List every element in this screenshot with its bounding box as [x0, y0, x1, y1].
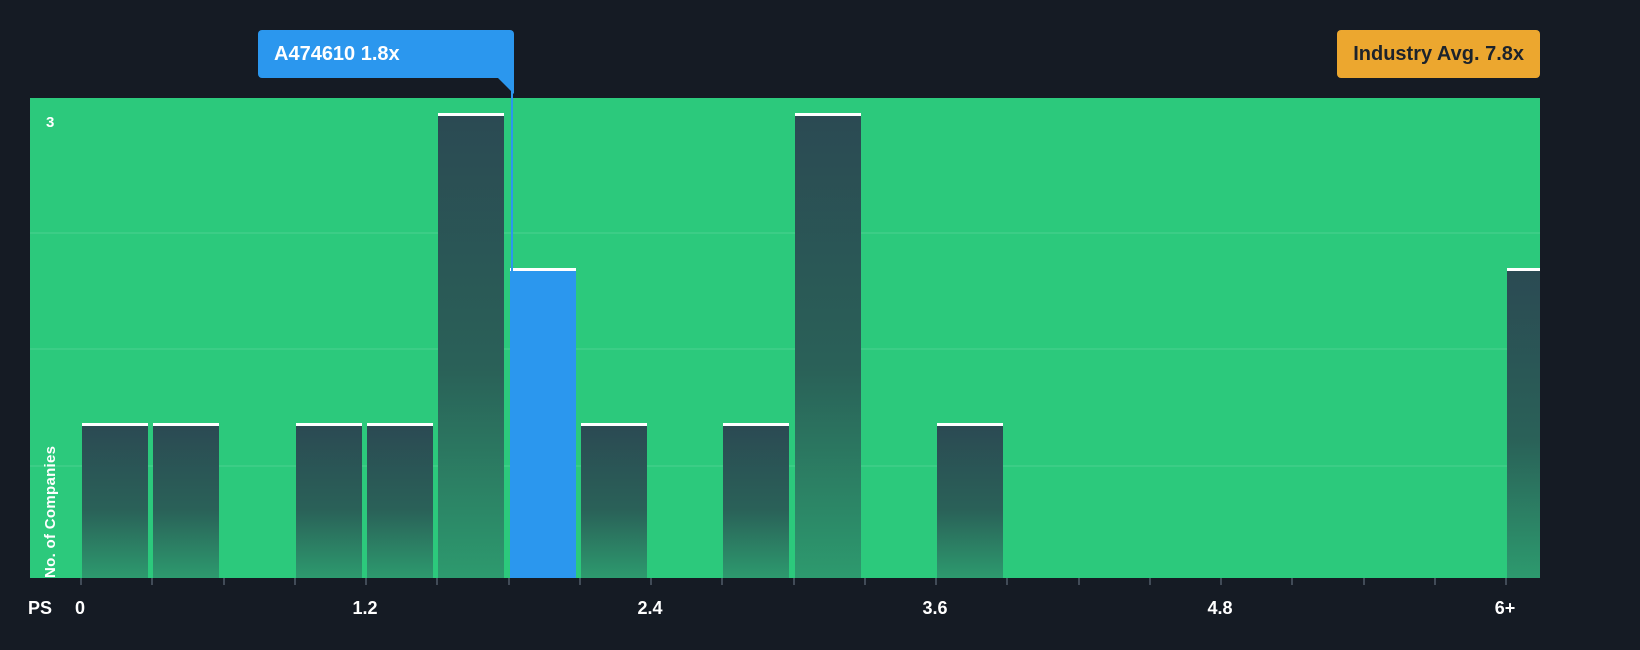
histogram-bar[interactable]: [367, 423, 433, 578]
plot-area: 3: [30, 98, 1540, 578]
histogram-bar[interactable]: [580, 423, 647, 578]
histogram-bar[interactable]: [82, 423, 148, 578]
x-axis-minor-tick: [222, 578, 225, 585]
histogram-bar[interactable]: [794, 113, 861, 578]
company-tooltip-pointer: [498, 78, 514, 94]
x-axis-minor-tick: [650, 578, 652, 585]
y-axis-tick-3: 3: [46, 114, 55, 131]
histogram-bar[interactable]: [153, 423, 220, 578]
x-axis-minor-tick: [1077, 578, 1080, 585]
x-axis-tick-label: 4.8: [1207, 598, 1233, 618]
histogram-bar[interactable]: [937, 423, 1003, 578]
histogram-bar[interactable]: [1507, 268, 1540, 578]
x-axis-minor-tick: [1291, 578, 1294, 585]
x-axis-minor-tick: [293, 578, 296, 585]
x-axis-title: PS: [28, 598, 53, 618]
x-axis-minor-tick: [792, 578, 795, 585]
x-axis-minor-tick: [863, 578, 866, 585]
histogram-bar[interactable]: [438, 113, 505, 578]
x-axis-minor-tick: [1006, 578, 1009, 585]
company-marker-line: [511, 78, 513, 272]
industry-average-badge[interactable]: Industry Avg. 7.8x: [1337, 30, 1540, 78]
x-axis-tick-label: 0: [74, 598, 86, 618]
x-axis: 0 1.2 2.4 3.6 4.8 6+: [0, 598, 1640, 628]
x-axis-minor-tick: [1362, 578, 1365, 585]
company-tooltip-label: A474610 1.8x: [274, 43, 400, 65]
gridline: [30, 348, 1540, 350]
gridline: [30, 232, 1540, 234]
x-axis-minor-tick: [436, 578, 439, 585]
x-axis-minor-tick: [935, 578, 937, 585]
x-axis-tick-label: 6+: [1494, 598, 1516, 618]
x-axis-tick-label: 3.6: [922, 598, 948, 618]
x-axis-minor-tick: [1433, 578, 1436, 585]
x-axis-minor-tick: [507, 578, 510, 585]
x-axis-minor-tick: [578, 578, 581, 585]
x-axis-minor-tick: [1148, 578, 1151, 585]
company-bar[interactable]: [509, 268, 576, 578]
x-axis-tick-label: 1.2: [352, 598, 378, 618]
industry-average-label: Industry Avg. 7.8x: [1353, 43, 1524, 65]
x-axis-tick-label: 2.4: [637, 598, 663, 618]
histogram-bar[interactable]: [295, 423, 362, 578]
x-axis-minor-tick: [151, 578, 154, 585]
x-axis-minor-tick: [365, 578, 367, 585]
x-axis-minor-tick: [1505, 578, 1507, 585]
x-axis-minor-tick: [80, 578, 82, 585]
company-tooltip[interactable]: A474610 1.8x: [258, 30, 514, 78]
x-axis-minor-tick: [1220, 578, 1222, 585]
histogram-bar[interactable]: [723, 423, 790, 578]
x-axis-minor-tick: [721, 578, 724, 585]
y-axis-title: No. of Companies: [42, 445, 59, 578]
